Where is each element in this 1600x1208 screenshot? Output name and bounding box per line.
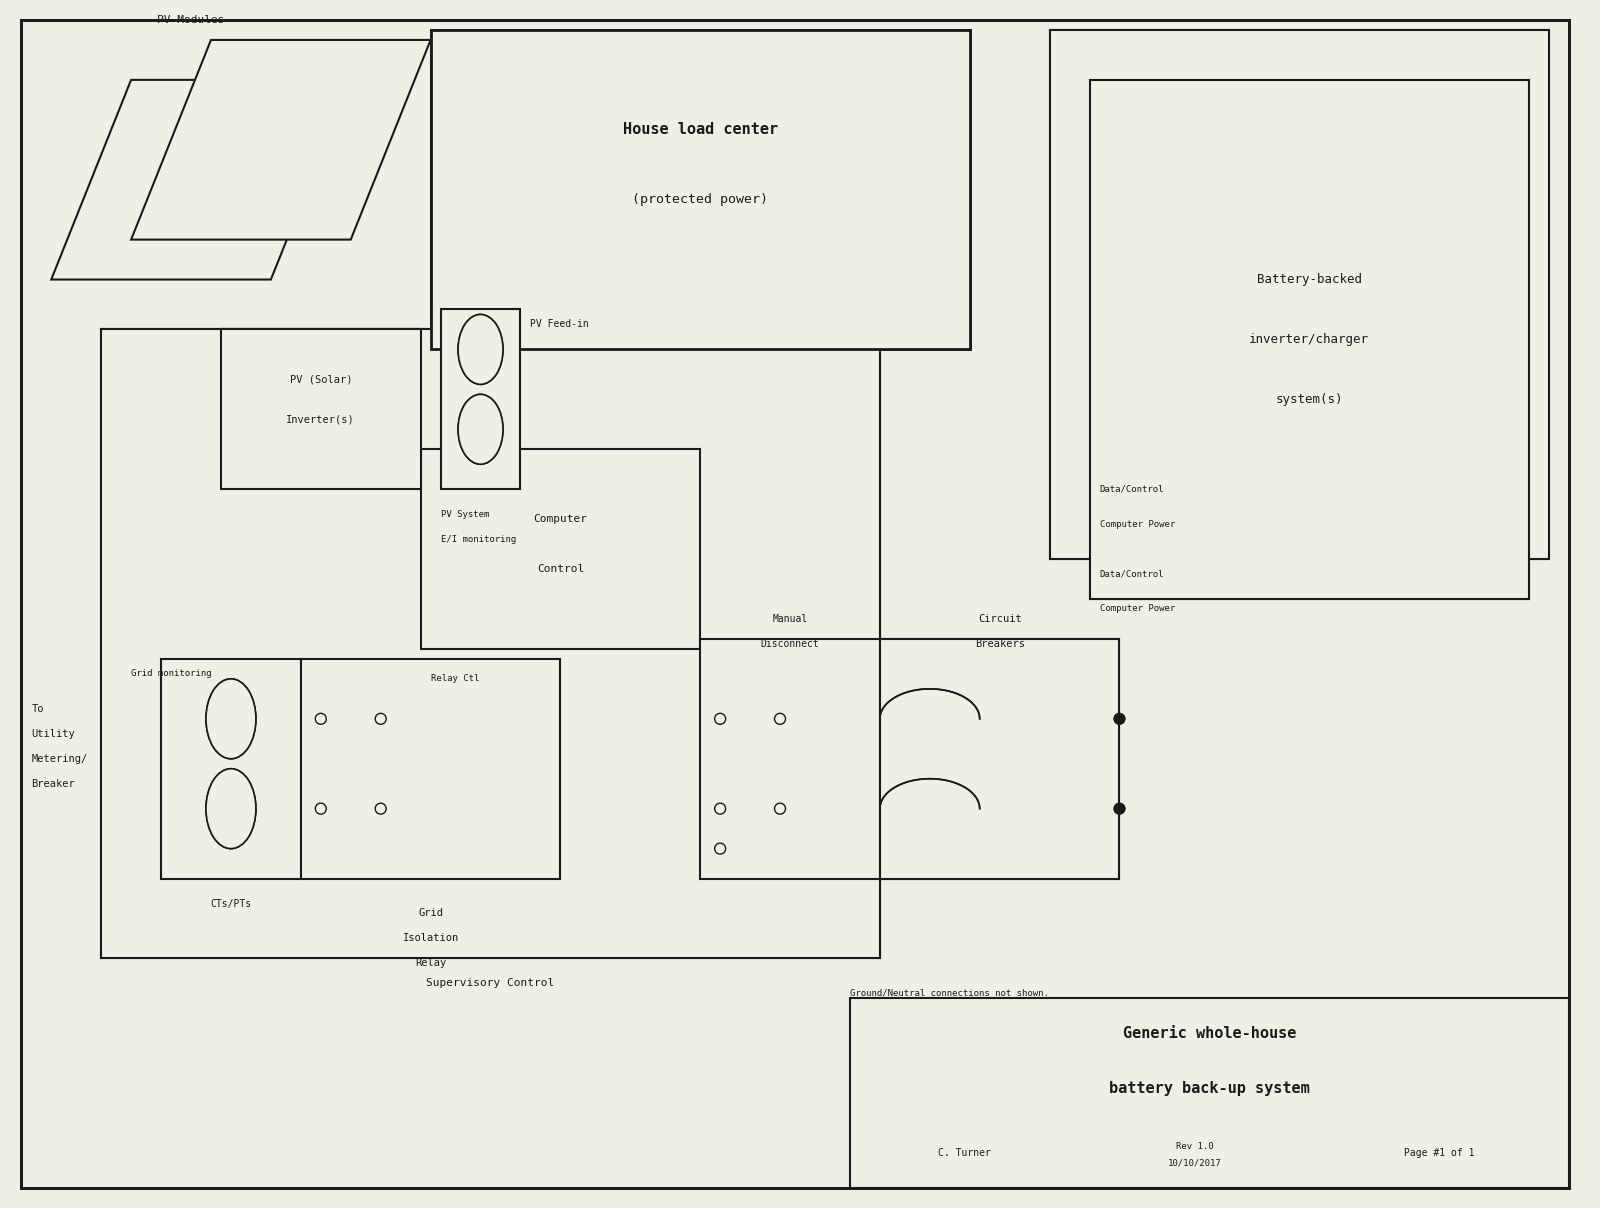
Text: Utility: Utility <box>32 728 75 739</box>
Circle shape <box>715 713 726 725</box>
Bar <box>880 639 1120 878</box>
Text: Breakers: Breakers <box>974 639 1024 649</box>
Circle shape <box>715 843 726 854</box>
Text: PV Modules: PV Modules <box>157 14 224 25</box>
Text: Isolation: Isolation <box>403 934 459 943</box>
Text: Data/Control: Data/Control <box>1099 569 1165 579</box>
Circle shape <box>774 803 786 814</box>
Text: Ground/Neutral connections not shown.: Ground/Neutral connections not shown. <box>850 989 1048 998</box>
Text: Disconnect: Disconnect <box>760 639 819 649</box>
Text: Computer Power: Computer Power <box>1099 604 1174 614</box>
Bar <box>301 658 560 878</box>
Text: E/I monitoring: E/I monitoring <box>440 535 515 544</box>
Ellipse shape <box>458 314 502 384</box>
Bar <box>430 30 970 349</box>
Text: PV Feed-in: PV Feed-in <box>531 319 589 330</box>
Bar <box>440 309 520 489</box>
Bar <box>421 449 701 649</box>
Circle shape <box>315 713 326 725</box>
Circle shape <box>1114 713 1125 725</box>
Text: Relay Ctl: Relay Ctl <box>430 674 478 684</box>
Text: Rev 1.0: Rev 1.0 <box>1176 1142 1213 1150</box>
Bar <box>880 639 1120 878</box>
Text: Grid monitoring: Grid monitoring <box>131 669 211 679</box>
Polygon shape <box>131 40 430 239</box>
Bar <box>162 658 301 878</box>
Ellipse shape <box>458 314 502 384</box>
Text: House load center: House load center <box>622 122 778 138</box>
Polygon shape <box>51 80 350 279</box>
Text: Computer: Computer <box>533 515 587 524</box>
Text: PV (Solar): PV (Solar) <box>290 374 352 384</box>
Text: Grid: Grid <box>418 908 443 918</box>
Bar <box>421 449 701 649</box>
Ellipse shape <box>206 768 256 848</box>
Bar <box>701 639 880 878</box>
Text: Breaker: Breaker <box>32 779 75 789</box>
Bar <box>101 330 880 958</box>
Bar <box>221 330 421 489</box>
Text: battery back-up system: battery back-up system <box>1109 1081 1310 1096</box>
Text: Manual: Manual <box>773 614 808 625</box>
Bar <box>301 658 560 878</box>
Text: Generic whole-house: Generic whole-house <box>1123 1026 1296 1041</box>
Bar <box>162 658 301 878</box>
Ellipse shape <box>206 679 256 759</box>
Text: system(s): system(s) <box>1275 393 1342 406</box>
Text: Relay: Relay <box>414 958 446 969</box>
Bar <box>101 330 880 958</box>
Text: Supervisory Control: Supervisory Control <box>426 978 555 988</box>
Bar <box>221 330 421 489</box>
Bar <box>430 30 970 349</box>
Circle shape <box>715 803 726 814</box>
Text: PV System: PV System <box>440 510 490 518</box>
Text: Page #1 of 1: Page #1 of 1 <box>1403 1148 1474 1158</box>
Text: Control: Control <box>536 564 584 574</box>
Text: To: To <box>32 704 43 714</box>
Circle shape <box>376 803 386 814</box>
Text: CTs/PTs: CTs/PTs <box>210 899 251 908</box>
Circle shape <box>1114 802 1125 814</box>
Bar <box>440 309 520 489</box>
Circle shape <box>774 713 786 725</box>
Text: inverter/charger: inverter/charger <box>1250 333 1370 345</box>
Bar <box>1090 80 1528 599</box>
Ellipse shape <box>458 394 502 464</box>
Text: Battery-backed: Battery-backed <box>1256 273 1362 286</box>
Bar <box>1090 80 1528 599</box>
Bar <box>1050 30 1549 559</box>
Text: 10/10/2017: 10/10/2017 <box>1168 1158 1221 1168</box>
Circle shape <box>315 803 326 814</box>
Ellipse shape <box>206 679 256 759</box>
Text: Data/Control: Data/Control <box>1099 484 1165 494</box>
Ellipse shape <box>206 768 256 848</box>
Text: (protected power): (protected power) <box>632 193 768 207</box>
Circle shape <box>1114 713 1125 725</box>
Text: C. Turner: C. Turner <box>938 1148 990 1158</box>
Text: Circuit: Circuit <box>978 614 1021 625</box>
Bar <box>701 639 880 878</box>
Circle shape <box>376 713 386 725</box>
Ellipse shape <box>458 394 502 464</box>
Text: Computer Power: Computer Power <box>1099 519 1174 529</box>
Bar <box>850 998 1568 1187</box>
Text: Metering/: Metering/ <box>32 754 88 763</box>
Text: Inverter(s): Inverter(s) <box>286 414 355 424</box>
Bar <box>1050 30 1549 559</box>
Circle shape <box>1114 802 1125 814</box>
